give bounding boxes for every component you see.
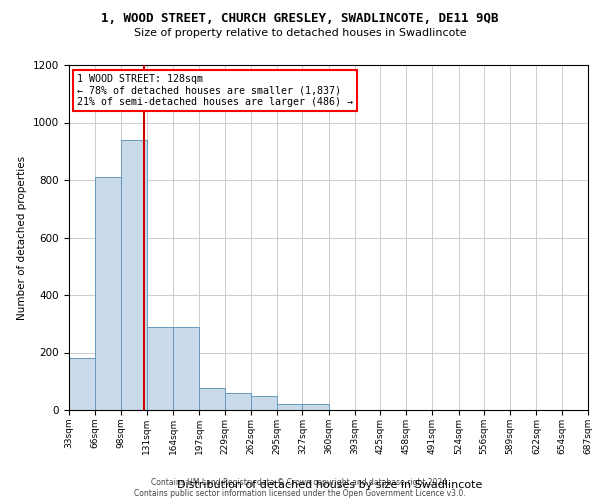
- Text: Distribution of detached houses by size in Swadlincote: Distribution of detached houses by size …: [178, 480, 482, 490]
- Bar: [224, 393, 251, 410]
- Bar: [277, 404, 302, 410]
- Bar: [251, 396, 277, 410]
- Y-axis label: Number of detached properties: Number of detached properties: [17, 156, 28, 320]
- Bar: [302, 404, 329, 410]
- Bar: [199, 388, 224, 410]
- Bar: [121, 140, 147, 410]
- Bar: [173, 326, 199, 410]
- Text: 1, WOOD STREET, CHURCH GRESLEY, SWADLINCOTE, DE11 9QB: 1, WOOD STREET, CHURCH GRESLEY, SWADLINC…: [101, 12, 499, 26]
- Bar: [69, 358, 95, 410]
- Text: Contains HM Land Registry data © Crown copyright and database right 2024.
Contai: Contains HM Land Registry data © Crown c…: [134, 478, 466, 498]
- Bar: [147, 326, 173, 410]
- Bar: [95, 177, 121, 410]
- Text: 1 WOOD STREET: 128sqm
← 78% of detached houses are smaller (1,837)
21% of semi-d: 1 WOOD STREET: 128sqm ← 78% of detached …: [77, 74, 353, 107]
- Text: Size of property relative to detached houses in Swadlincote: Size of property relative to detached ho…: [134, 28, 466, 38]
